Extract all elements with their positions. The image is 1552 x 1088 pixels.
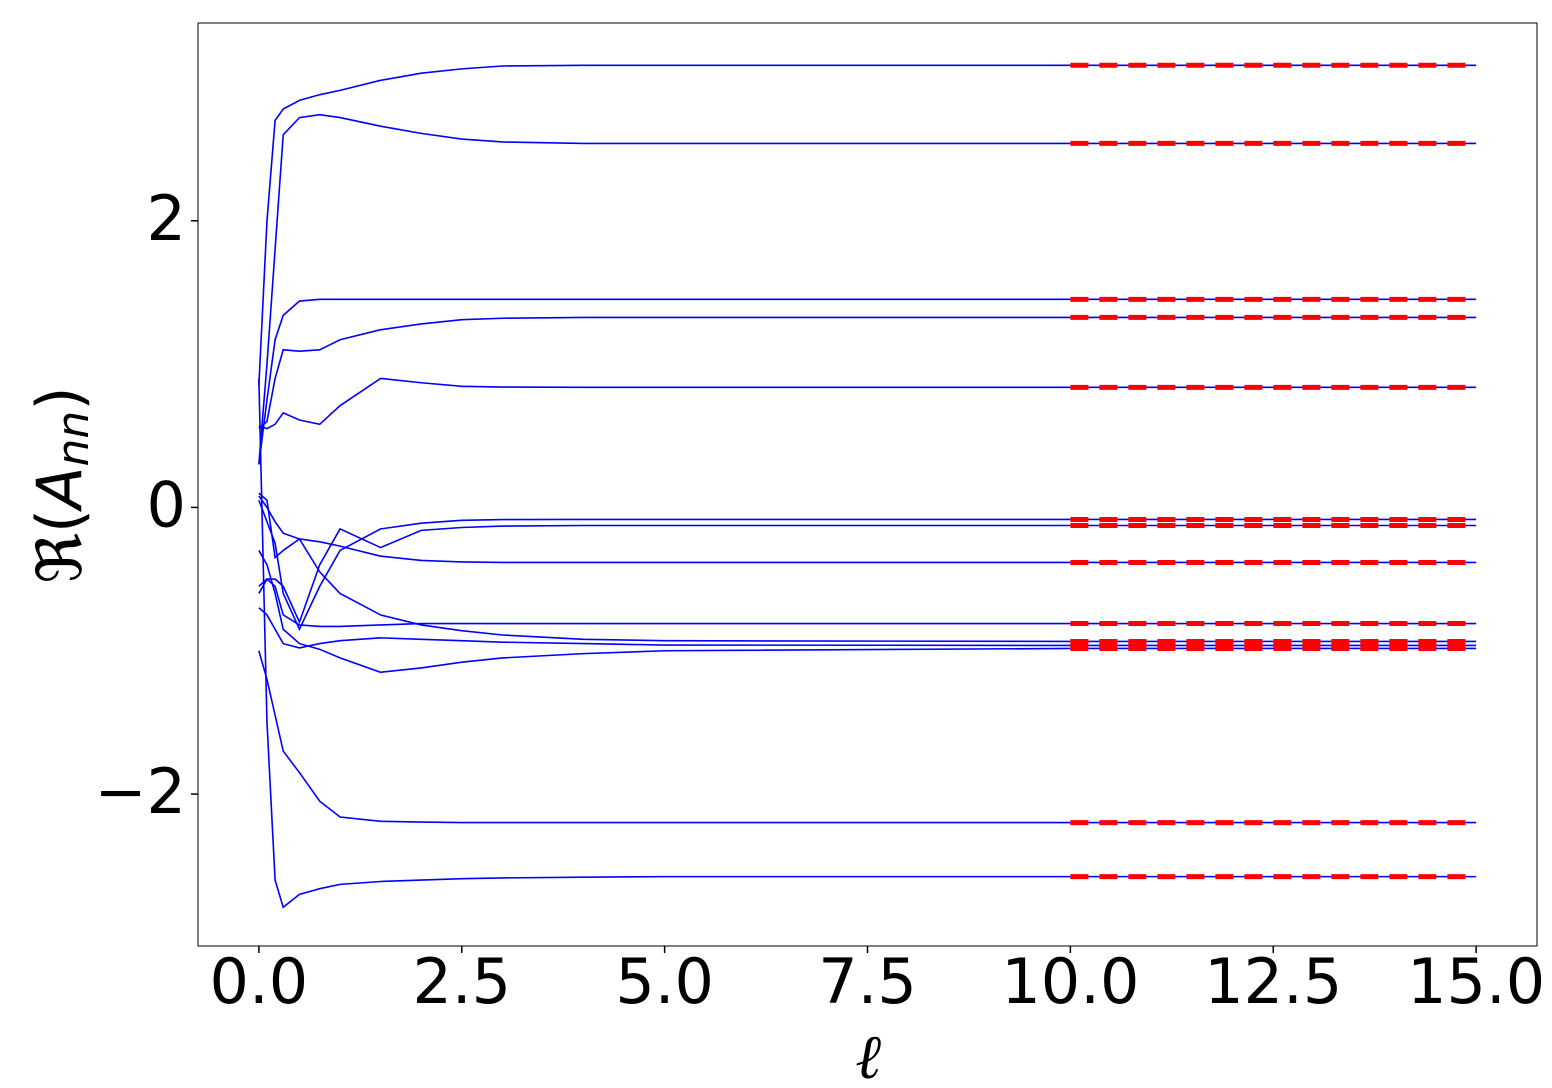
series-line <box>258 495 1477 564</box>
x-axis-label: ℓ <box>855 1020 881 1088</box>
y-tick-label: −2 <box>95 755 186 828</box>
series-line <box>258 378 1477 909</box>
y-tick-label: 2 <box>147 182 186 255</box>
series-line <box>258 550 1477 674</box>
plot-frame <box>197 22 1538 947</box>
x-tick-label: 15.0 <box>1407 945 1545 1018</box>
series-line <box>258 524 1477 625</box>
y-label-part: ℜ( <box>23 509 96 584</box>
series-line <box>258 492 1477 643</box>
series-line <box>258 377 1477 430</box>
x-tick-label: 0.0 <box>210 945 309 1018</box>
y-label-sub: nn <box>48 411 99 467</box>
x-tick-label: 12.5 <box>1204 945 1342 1018</box>
y-label-part: ) <box>23 386 96 410</box>
y-tick-label: 0 <box>147 469 186 542</box>
x-tick-label: 2.5 <box>412 945 511 1018</box>
series-line <box>258 577 1477 628</box>
series-line <box>258 607 1477 649</box>
x-tick-label: 10.0 <box>1001 945 1139 1018</box>
y-label-part: A <box>23 466 96 512</box>
series-line <box>258 113 1477 465</box>
series-line <box>258 64 1477 386</box>
x-tick-label: 7.5 <box>818 945 917 1018</box>
x-tick-label: 5.0 <box>615 945 714 1018</box>
series-line <box>258 650 1477 824</box>
series-line <box>258 499 1477 632</box>
series-line <box>258 298 1477 465</box>
series-line <box>258 316 1477 430</box>
y-axis-label: ℜ(Ann) <box>23 386 99 583</box>
